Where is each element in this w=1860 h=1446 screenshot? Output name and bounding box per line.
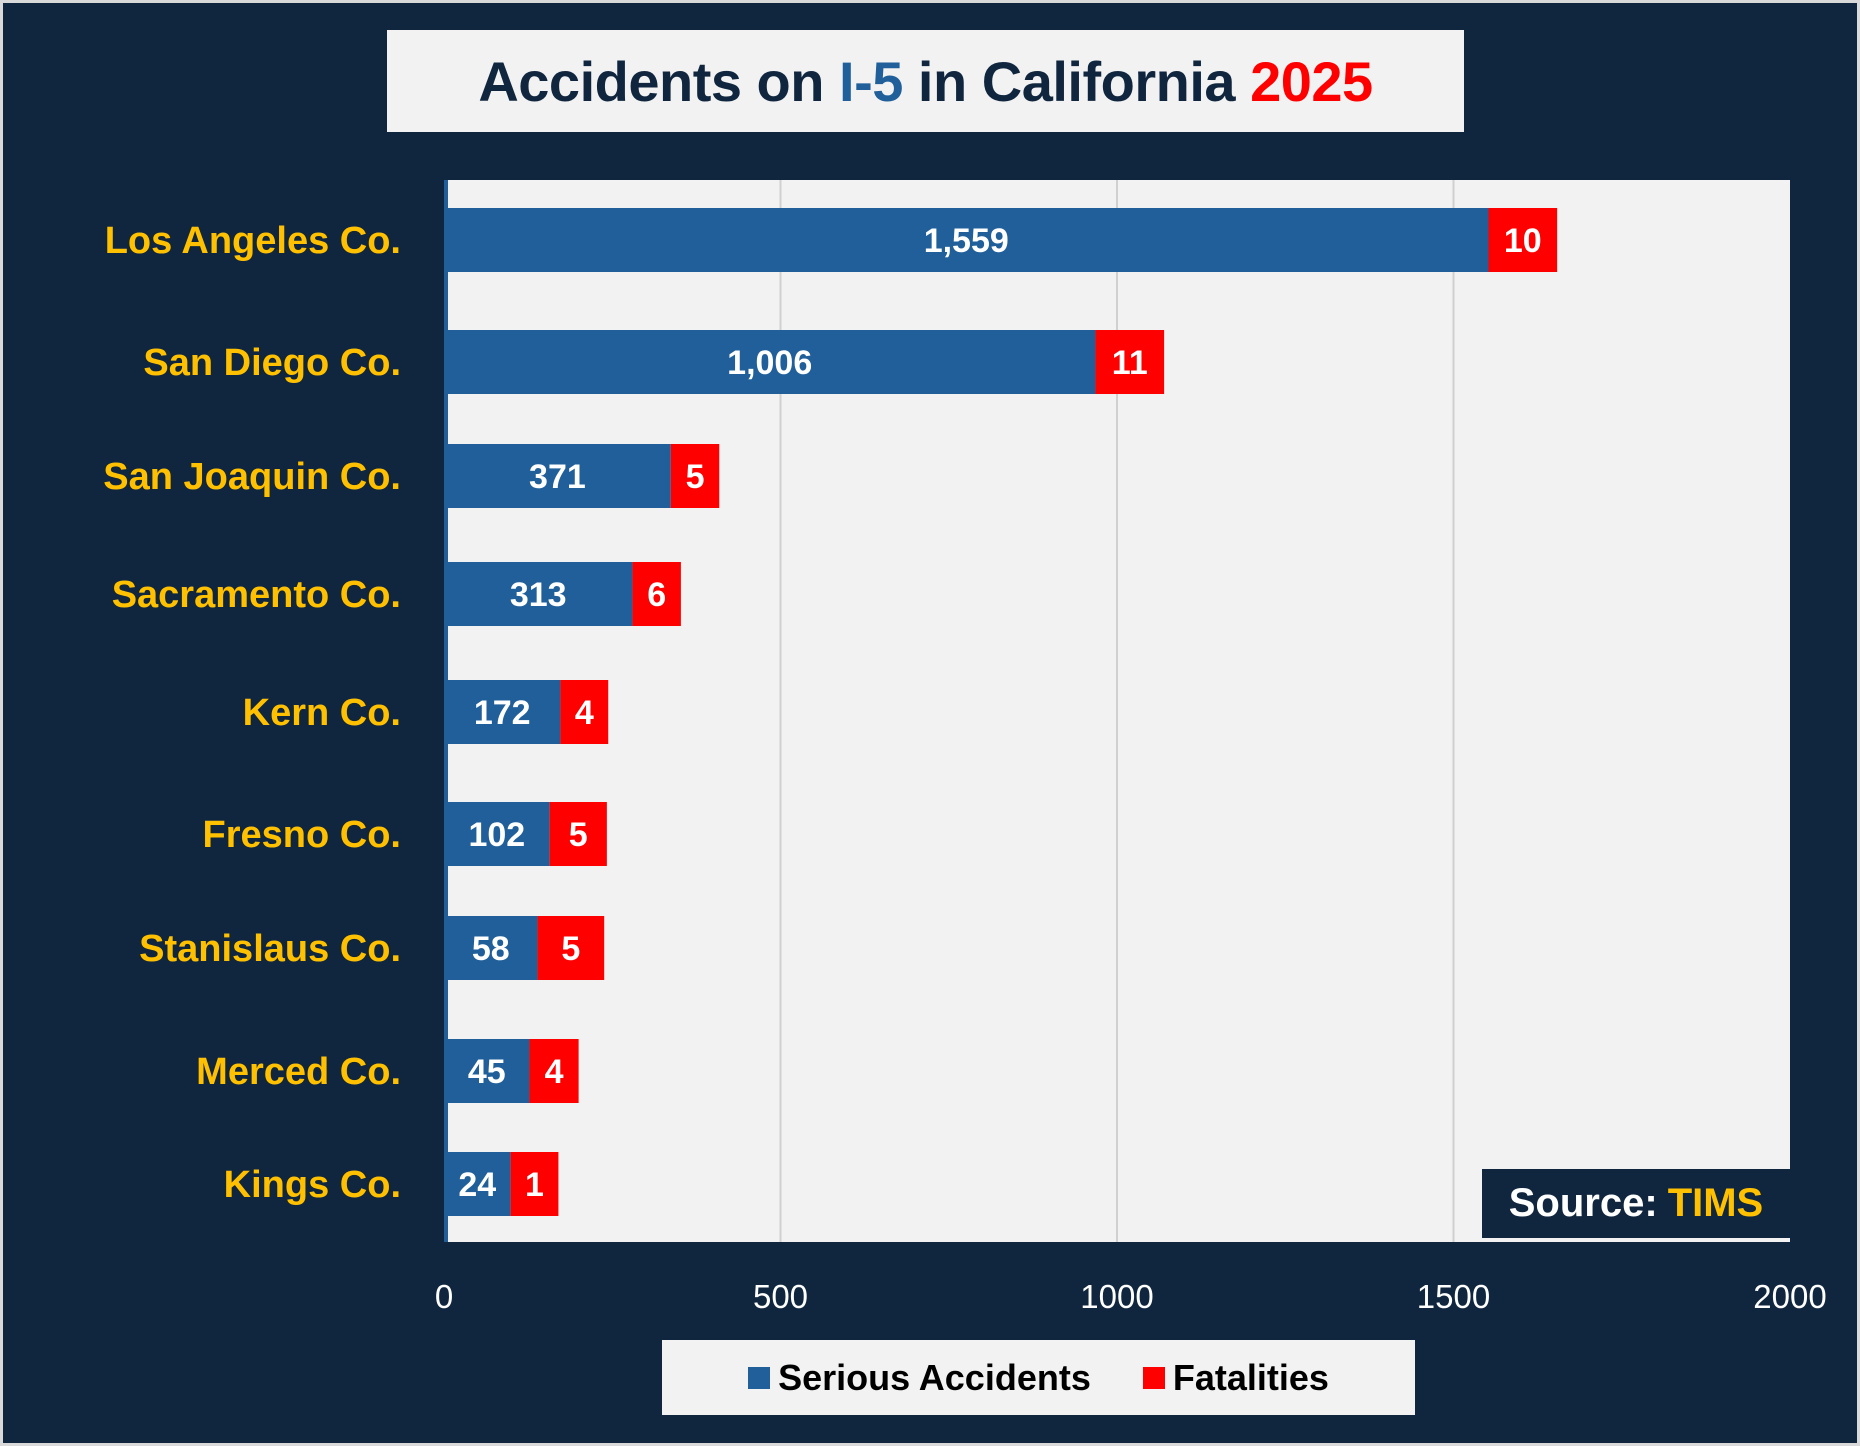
data-label-fatalities: 10 — [1504, 222, 1542, 260]
bar-serious-accidents — [444, 916, 538, 980]
category-label: Sacramento Co. — [112, 574, 401, 616]
category-label: Kings Co. — [224, 1164, 401, 1206]
data-label-serious: 1,006 — [727, 344, 812, 382]
bar-serious-accidents — [444, 444, 671, 508]
data-label-serious: 313 — [510, 576, 567, 614]
bar-fatalities — [1095, 330, 1165, 394]
legend-swatch-fatalities — [1142, 1366, 1165, 1389]
category-label: Merced Co. — [196, 1051, 401, 1093]
category-label: San Diego Co. — [143, 342, 401, 384]
x-tick-label: 500 — [753, 1278, 808, 1315]
data-label-fatalities: 4 — [545, 1053, 564, 1091]
x-tick-label: 2000 — [1753, 1278, 1826, 1315]
data-label-serious: 58 — [472, 930, 510, 968]
bar-fatalities — [549, 802, 607, 866]
bar-serious-accidents — [444, 208, 1489, 272]
data-label-serious: 24 — [458, 1166, 496, 1204]
data-label-serious: 45 — [468, 1053, 506, 1091]
bar-serious-accidents — [444, 1152, 511, 1216]
data-label-fatalities: 1 — [525, 1166, 544, 1204]
x-tick-label: 0 — [435, 1278, 453, 1315]
category-label: Los Angeles Co. — [105, 220, 401, 262]
bar-serious-accidents — [444, 1039, 530, 1103]
data-label-fatalities: 5 — [686, 458, 705, 496]
title-box: Accidents on I-5 in California 2025 — [387, 30, 1464, 132]
title-part1: Accidents on — [478, 49, 840, 113]
x-tick-label: 1500 — [1417, 1278, 1490, 1315]
legend-label-serious: Serious Accidents — [778, 1356, 1091, 1398]
bar-fatalities — [1488, 208, 1558, 272]
bar-serious-accidents — [444, 680, 561, 744]
legend-label-fatalities: Fatalities — [1172, 1356, 1329, 1398]
category-label: San Joaquin Co. — [103, 456, 401, 498]
data-label-serious: 102 — [468, 816, 525, 854]
category-label: Fresno Co. — [203, 814, 401, 856]
legend-item-serious: Serious Accidents — [748, 1357, 1091, 1399]
bar-fatalities — [670, 444, 720, 508]
data-label-fatalities: 4 — [575, 694, 594, 732]
data-label-fatalities: 5 — [561, 930, 580, 968]
bar-serious-accidents — [444, 802, 550, 866]
bar-fatalities — [529, 1039, 579, 1103]
bar-fatalities — [632, 562, 681, 626]
chart-title: Accidents on I-5 in California 2025 — [478, 49, 1373, 114]
bar-fatalities — [560, 680, 609, 744]
bar-serious-accidents — [444, 562, 633, 626]
data-label-fatalities: 11 — [1112, 344, 1148, 382]
bar-serious-accidents — [444, 330, 1096, 394]
bar-fatalities — [510, 1152, 559, 1216]
source-label: Source: — [1508, 1181, 1658, 1225]
source-name: TIMS — [1667, 1181, 1764, 1225]
data-label-serious: 172 — [474, 694, 531, 732]
bar-fatalities — [537, 916, 605, 980]
data-label-fatalities: 5 — [569, 816, 588, 854]
data-label-serious: 371 — [529, 458, 586, 496]
legend-item-fatalities: Fatalities — [1142, 1356, 1329, 1399]
legend-swatch-serious — [748, 1366, 771, 1389]
title-year: 2025 — [1250, 49, 1373, 113]
x-tick-label: 1000 — [1080, 1278, 1153, 1315]
category-label: Kern Co. — [243, 692, 401, 734]
source-box: Source: TIMS — [1482, 1169, 1790, 1238]
data-label-serious: 1,559 — [924, 222, 1009, 260]
data-label-fatalities: 6 — [647, 576, 666, 614]
category-label: Stanislaus Co. — [139, 928, 401, 970]
title-part2: in California — [902, 49, 1251, 113]
legend: Serious Accidents Fatalities — [662, 1340, 1415, 1415]
title-highlight: I-5 — [839, 49, 903, 113]
